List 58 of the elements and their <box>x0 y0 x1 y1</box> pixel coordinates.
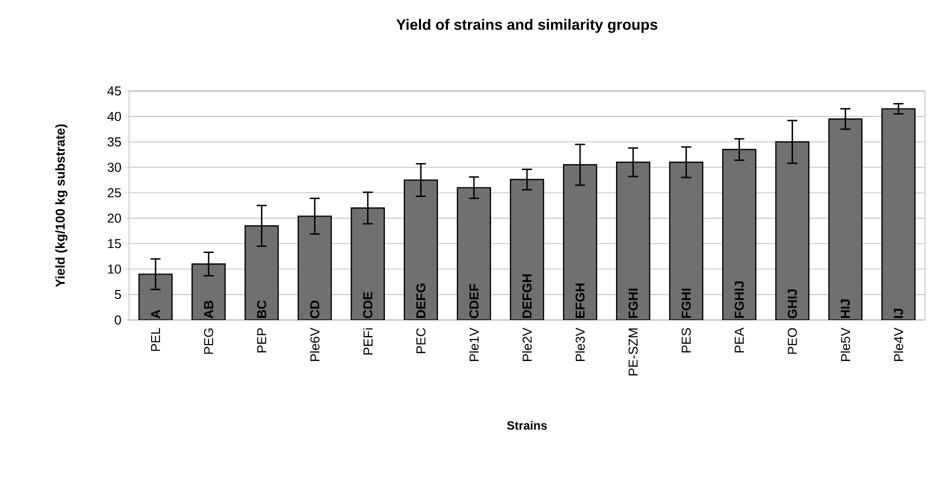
y-tick-label: 20 <box>108 214 121 223</box>
annotation: GHIJ <box>788 289 797 318</box>
x-tick-label: Ple4V <box>894 328 904 362</box>
y-tick-label: 35 <box>108 137 121 146</box>
annotation: FGHI <box>628 288 638 318</box>
bar <box>298 216 332 320</box>
x-tick-label: PEL <box>151 328 160 351</box>
chart-title: Yield of strains and similarity groups <box>396 18 658 33</box>
bar <box>670 162 703 320</box>
annotation: EFGH <box>575 284 585 318</box>
y-tick-label: 25 <box>108 188 121 198</box>
bar <box>564 164 597 320</box>
x-tick-label: Ple3V <box>575 328 585 362</box>
y-tick-label: 45 <box>107 86 121 96</box>
y-tick-label: 30 <box>108 162 121 172</box>
annotation: DEFG <box>416 284 426 318</box>
x-tick-label: Ple2V <box>522 328 532 362</box>
bar <box>351 208 384 320</box>
annotation: DEFGH <box>522 274 532 318</box>
bar <box>404 180 438 320</box>
bar <box>457 188 490 320</box>
x-tick-label: Ple1V <box>469 328 479 362</box>
bar <box>881 108 916 320</box>
x-tick-label: PE-SZM <box>628 328 638 376</box>
annotation: HIJ <box>840 300 850 318</box>
x-tick-label: PEFi <box>363 328 372 355</box>
annotation: FGHIJ <box>734 282 744 318</box>
bar <box>828 118 862 320</box>
y-tick-label: 40 <box>107 112 121 122</box>
annotation: CD <box>310 300 320 318</box>
bar <box>510 180 544 320</box>
annotation: FGHI <box>682 288 691 318</box>
bar <box>192 264 226 320</box>
x-tick-label: Ple5V <box>840 328 850 362</box>
annotation: CDE <box>363 292 372 318</box>
x-tick-label: PEA <box>734 328 744 352</box>
annotation: A <box>151 310 160 318</box>
x-tick-label: PEP <box>257 328 266 352</box>
x-tick-label: Ple6V <box>310 328 320 362</box>
y-tick-label: 0 <box>114 315 121 325</box>
bar <box>616 162 650 320</box>
x-tick-label: PEC <box>416 328 426 354</box>
y-tick-label: 5 <box>114 290 121 300</box>
bar <box>722 150 756 320</box>
x-tick-label: PEG <box>204 328 214 354</box>
annotation: CDEF <box>469 284 479 318</box>
annotation: BC <box>257 300 266 318</box>
x-tick-label: PES <box>682 328 691 352</box>
bar <box>776 142 809 320</box>
bar <box>245 226 278 320</box>
annotation: AB <box>204 300 214 318</box>
x-tick-label: PEO <box>788 328 797 354</box>
x-axis-title: Strains <box>507 420 547 430</box>
y-axis-title: Yield (kg/100 kg substrate) <box>55 124 68 288</box>
y-tick-label: 10 <box>108 264 121 274</box>
bar <box>139 274 172 320</box>
y-tick-label: 15 <box>108 239 121 248</box>
annotation: IJ <box>894 308 903 318</box>
